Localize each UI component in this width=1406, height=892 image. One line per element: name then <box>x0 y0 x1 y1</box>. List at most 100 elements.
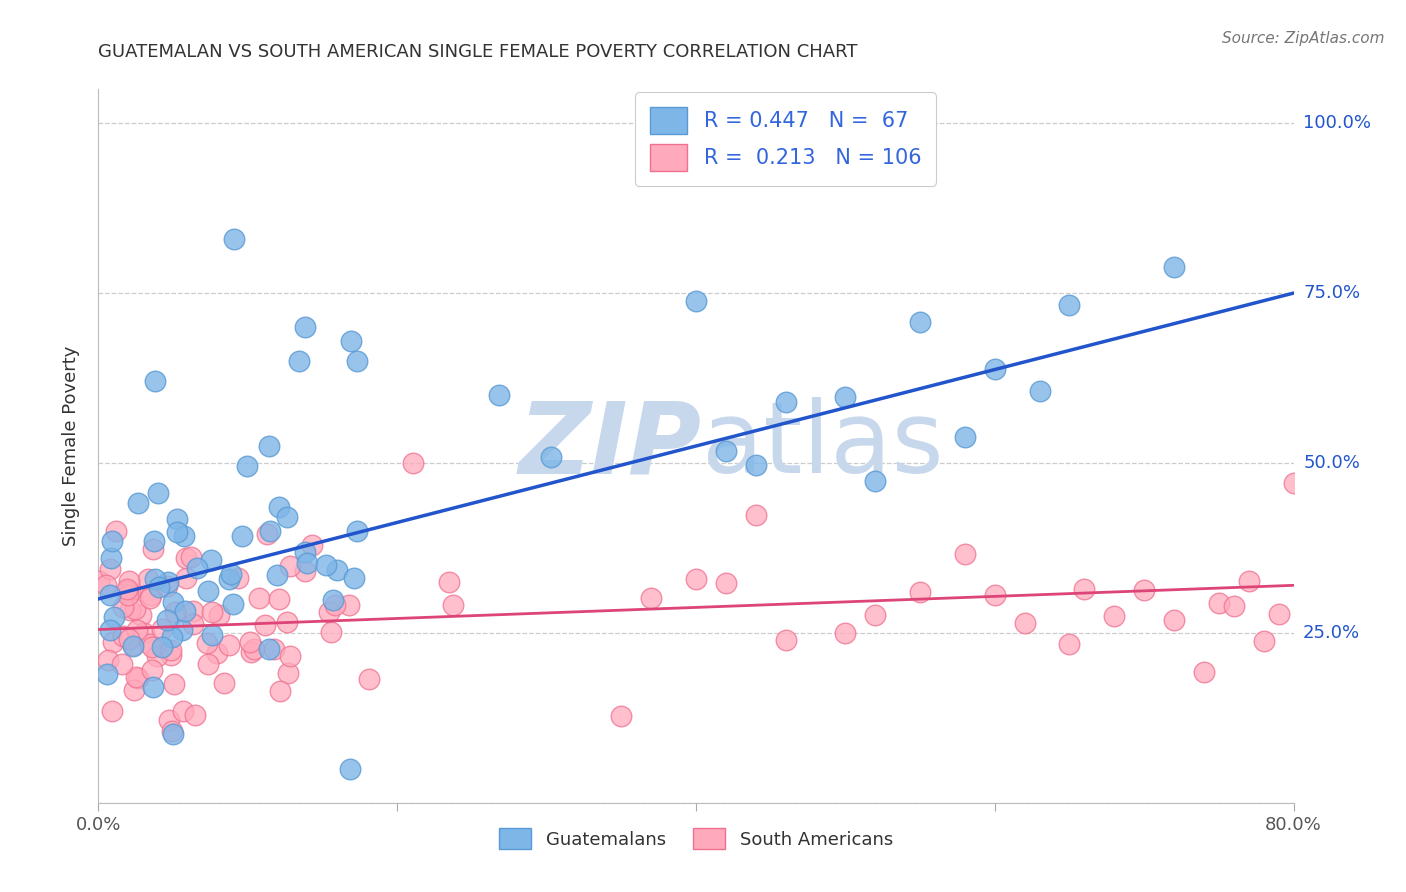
Point <box>117 588 139 602</box>
Point <box>173 529 195 543</box>
Point <box>103 610 125 624</box>
Point <box>148 580 170 594</box>
Point <box>1208 596 1230 610</box>
Point <box>127 495 149 509</box>
Point <box>104 524 127 538</box>
Text: GUATEMALAN VS SOUTH AMERICAN SINGLE FEMALE POVERTY CORRELATION CHART: GUATEMALAN VS SOUTH AMERICAN SINGLE FEMA… <box>98 43 858 61</box>
Point <box>184 708 207 723</box>
Point <box>166 512 188 526</box>
Point <box>141 663 163 677</box>
Point <box>865 608 887 623</box>
Point <box>402 456 425 470</box>
Point <box>201 606 224 620</box>
Point <box>301 537 323 551</box>
Point <box>156 578 179 592</box>
Point <box>152 640 174 654</box>
Point <box>640 591 662 605</box>
Point <box>1073 582 1095 597</box>
Point <box>201 628 224 642</box>
Point <box>166 525 188 540</box>
Point <box>315 558 337 572</box>
Point <box>441 599 464 613</box>
Point <box>101 533 124 548</box>
Point <box>101 704 124 718</box>
Point <box>218 572 240 586</box>
Point <box>174 550 197 565</box>
Point <box>745 508 768 522</box>
Point <box>160 630 183 644</box>
Point <box>162 727 184 741</box>
Point <box>357 673 380 687</box>
Point <box>205 646 228 660</box>
Point <box>115 582 138 596</box>
Point <box>214 676 236 690</box>
Point <box>321 624 343 639</box>
Point <box>156 575 179 590</box>
Point <box>276 615 298 630</box>
Point <box>98 623 121 637</box>
Point <box>231 529 253 543</box>
Point <box>139 588 162 602</box>
Point <box>221 597 243 611</box>
Point <box>984 361 1007 376</box>
Point <box>685 293 707 308</box>
Point <box>183 604 205 618</box>
Point <box>176 571 198 585</box>
Point <box>775 395 797 409</box>
Point <box>278 559 301 574</box>
Point <box>1253 634 1275 648</box>
Point <box>162 595 184 609</box>
Point <box>1312 604 1334 618</box>
Point <box>159 713 181 727</box>
Point <box>253 617 276 632</box>
Point <box>100 550 122 565</box>
Point <box>98 588 121 602</box>
Point <box>488 388 510 402</box>
Point <box>610 709 633 723</box>
Point <box>172 704 194 718</box>
Point <box>1059 298 1081 312</box>
Point <box>197 583 219 598</box>
Point <box>117 585 139 599</box>
Text: Source: ZipAtlas.com: Source: ZipAtlas.com <box>1222 31 1385 46</box>
Point <box>143 534 166 549</box>
Point <box>121 639 143 653</box>
Text: 75.0%: 75.0% <box>1303 284 1360 302</box>
Point <box>112 628 135 642</box>
Point <box>323 598 346 612</box>
Point <box>263 641 285 656</box>
Point <box>322 593 344 607</box>
Point <box>834 390 856 404</box>
Point <box>97 653 120 667</box>
Point <box>219 567 242 582</box>
Point <box>1282 476 1305 491</box>
Point <box>240 645 263 659</box>
Point <box>195 635 218 649</box>
Point <box>226 571 249 585</box>
Point <box>139 637 162 651</box>
Point <box>339 762 361 776</box>
Point <box>346 524 368 538</box>
Point <box>267 592 290 607</box>
Point <box>865 475 887 489</box>
Point <box>326 563 349 577</box>
Point <box>276 510 298 524</box>
Point <box>340 334 363 348</box>
Point <box>98 562 121 576</box>
Point <box>288 354 311 368</box>
Point <box>131 608 153 623</box>
Point <box>124 601 146 615</box>
Point <box>346 354 368 368</box>
Point <box>834 626 856 640</box>
Point <box>294 564 316 578</box>
Point <box>745 458 768 472</box>
Point <box>143 572 166 586</box>
Point <box>1133 583 1156 598</box>
Point <box>117 584 139 599</box>
Point <box>1267 607 1289 622</box>
Legend: Guatemalans, South Americans: Guatemalans, South Americans <box>489 819 903 858</box>
Point <box>1014 615 1036 630</box>
Point <box>266 568 288 582</box>
Point <box>218 638 240 652</box>
Point <box>540 450 562 464</box>
